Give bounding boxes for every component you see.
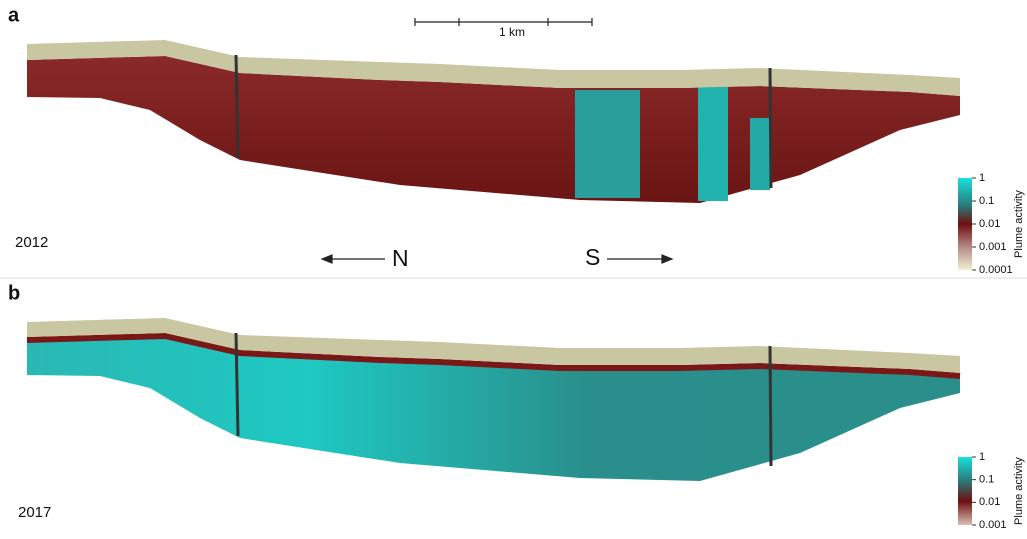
arrows (322, 255, 672, 263)
colorbar-label: Plume activity (1013, 457, 1025, 525)
colorbar (958, 178, 972, 270)
fault (770, 346, 771, 466)
plume (750, 118, 770, 190)
colorbar-tick-label: 0.1 (979, 474, 994, 486)
colorbar-tick-label: 0.001 (979, 241, 1007, 253)
colorbar-tick-label: 0.1 (979, 195, 994, 207)
panel-b (27, 318, 972, 525)
colorbar (958, 457, 972, 525)
colorbar-tick-label: 0.01 (979, 218, 1000, 230)
year: 2012 (15, 234, 48, 251)
plume (575, 90, 640, 198)
panel-label: a (8, 4, 20, 26)
direction: S (585, 244, 600, 270)
plume (698, 86, 728, 201)
panel-a (27, 40, 972, 270)
year: 2017 (18, 504, 51, 521)
colorbar-label: Plume activity (1013, 190, 1025, 258)
fault (236, 55, 238, 158)
direction: N (392, 245, 409, 271)
colorbar-tick-label: 0.001 (979, 519, 1007, 531)
fault (236, 333, 238, 436)
scale-label: 1 km (499, 25, 525, 39)
colorbar-tick-label: 0.0001 (979, 264, 1013, 276)
colorbar-tick-label: 1 (979, 172, 985, 184)
panel-label: b (8, 282, 20, 304)
figure: a 2012 b 2017 1 km N S 1 0.1 0.01 0.001 0.00… (0, 0, 1027, 539)
colorbar-tick-label: 0.01 (979, 496, 1000, 508)
fault (770, 68, 771, 188)
colorbar-tick-label: 1 (979, 451, 985, 463)
